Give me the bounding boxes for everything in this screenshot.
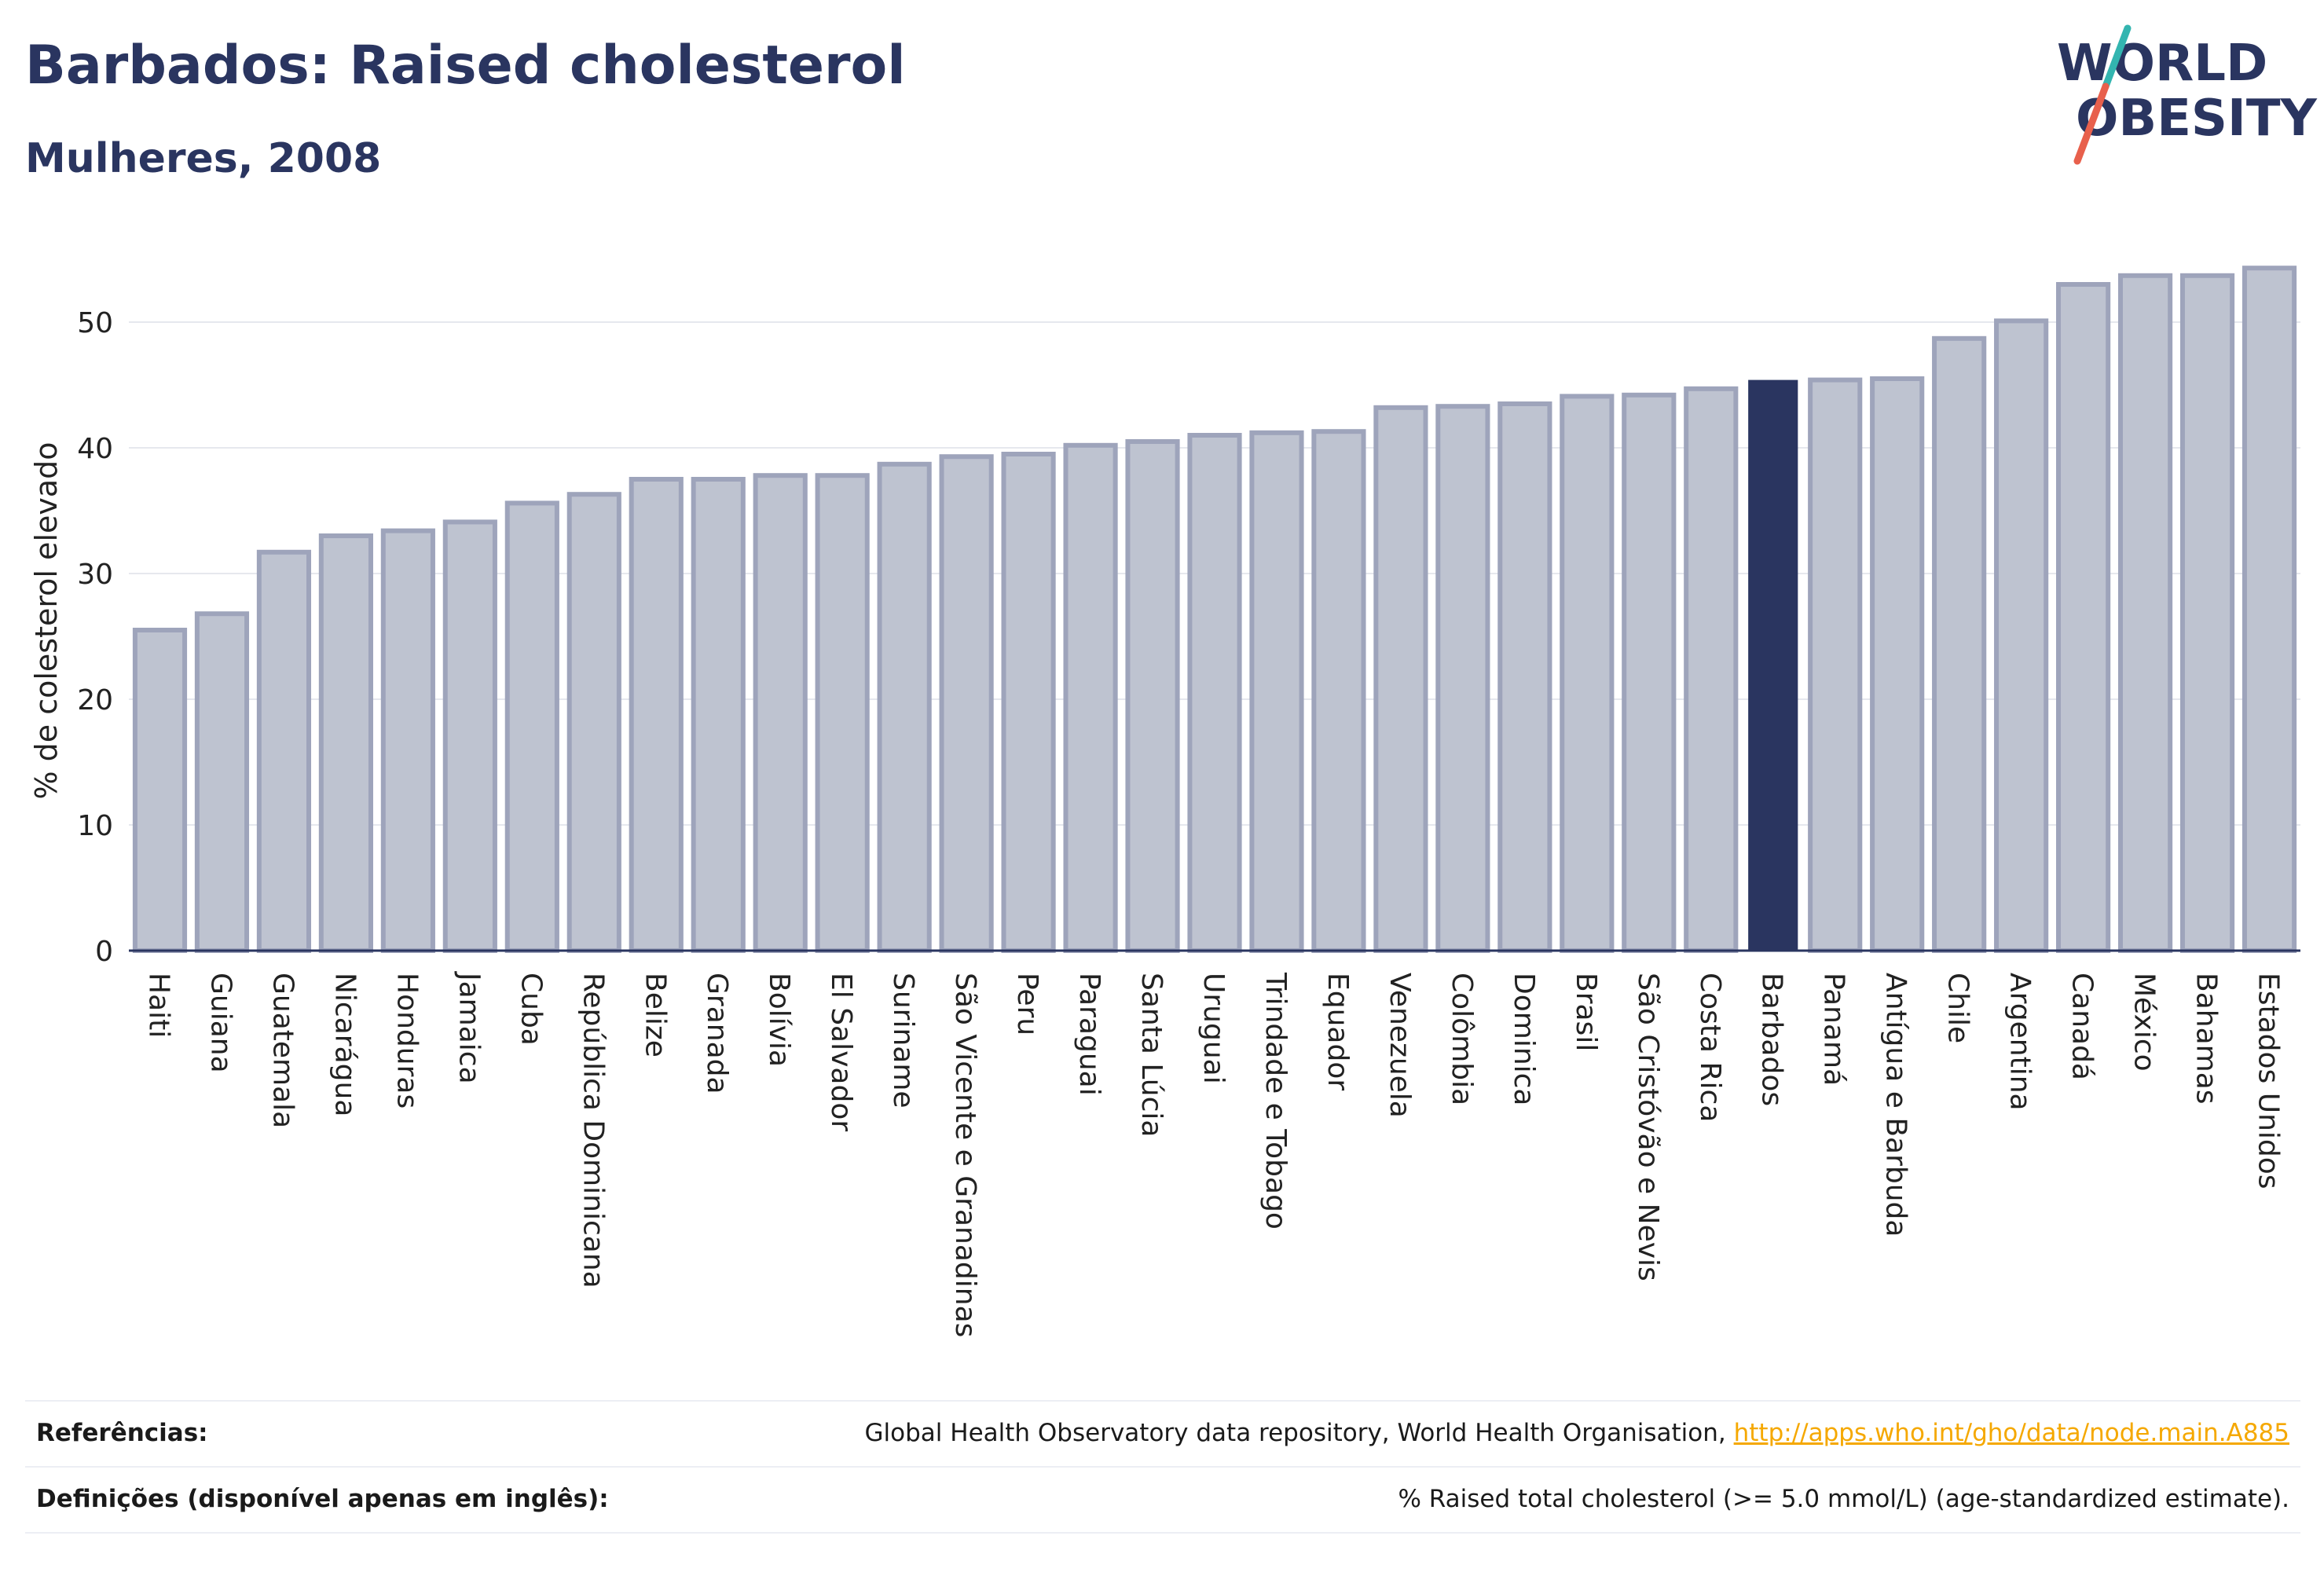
definitions-row: Definições (disponível apenas em inglês)… <box>25 1468 2300 1530</box>
y-tick-label: 40 <box>77 433 113 465</box>
bar-barbados <box>1748 379 1798 951</box>
x-tick-label: República Dominicana <box>577 973 609 1288</box>
bar-estados-unidos <box>2242 266 2297 953</box>
x-tick-label: Costa Rica <box>1694 973 1726 1122</box>
bar-costa-rica <box>1684 386 1739 953</box>
x-tick-label: Jamaica <box>453 971 485 1084</box>
bar-panama <box>1808 377 1863 954</box>
x-tick-label: Estados Unidos <box>2253 973 2285 1189</box>
x-tick-label: Brasil <box>1570 973 1602 1051</box>
x-tick-label: Bolívia <box>763 973 795 1067</box>
x-tick-label: Canadá <box>2066 973 2099 1080</box>
x-tick-label: Cuba <box>515 973 547 1046</box>
bar-bolivia <box>753 473 808 953</box>
x-tick-label: Honduras <box>390 973 423 1109</box>
bar-uruguai <box>1187 433 1242 953</box>
definitions-label: Definições (disponível apenas em inglês)… <box>36 1485 609 1513</box>
bar-suriname <box>877 461 932 953</box>
bar-honduras <box>380 528 435 953</box>
bar-chart: 0 10 20 30 40 50 % de colesterol elevado Haiti G… <box>29 266 2300 1337</box>
footer-rule-middle <box>25 1466 2300 1468</box>
y-tick-label: 10 <box>77 810 113 842</box>
bar-cuba <box>504 500 559 953</box>
x-tick-label: Guiana <box>204 973 236 1073</box>
x-tick-label: Panamá <box>1818 973 1850 1086</box>
chart-title: Barbados: Raised cholesterol <box>25 35 906 97</box>
x-tick-label: Granada <box>701 973 733 1094</box>
references-row: Referências: Global Health Observatory d… <box>25 1402 2300 1464</box>
bar-nicaragua <box>318 533 373 953</box>
x-tick-label: Colômbia <box>1446 973 1478 1105</box>
chart-subtitle: Mulheres, 2008 <box>25 135 382 182</box>
x-tick-label: Argentina <box>2004 973 2036 1111</box>
y-tick-label: 0 <box>95 936 113 968</box>
references-link[interactable]: http://apps.who.int/gho/data/node.main.A… <box>1733 1419 2289 1447</box>
references-value: Global Health Observatory data repositor… <box>865 1419 2300 1447</box>
x-tick-label: Venezuela <box>1384 973 1416 1118</box>
y-tick-label: 30 <box>77 559 113 591</box>
x-tick-label: Suriname <box>887 973 919 1109</box>
footer-rule-top <box>25 1400 2300 1402</box>
references-label: Referências: <box>36 1419 208 1447</box>
x-tick-label: Santa Lúcia <box>1135 973 1167 1137</box>
bar-sao-vicente-e-granadinas <box>939 454 994 953</box>
x-tick-label: Guatemala <box>266 973 299 1128</box>
bar-argentina <box>1994 318 2049 953</box>
x-tick-label: São Cristóvão e Nevis <box>1632 973 1664 1281</box>
bar-el-salvador <box>815 473 870 953</box>
bar-guiana <box>194 611 250 953</box>
bar-brasil <box>1560 394 1615 953</box>
x-tick-label: Haiti <box>142 973 174 1038</box>
bar-santa-lucia <box>1125 439 1180 953</box>
bar-mexico <box>2117 273 2173 953</box>
logo-line-2: OBESITY <box>2076 90 2317 148</box>
bar-paraguai <box>1063 442 1118 953</box>
x-tick-label: Peru <box>1011 973 1043 1035</box>
bar-guatemala <box>256 549 312 953</box>
bar-canada <box>2056 282 2111 953</box>
y-tick-label: 50 <box>77 307 113 339</box>
x-tick-label: Trindade e Tobago <box>1259 972 1292 1230</box>
bar-granada <box>691 477 746 953</box>
logo-slash-top <box>2102 24 2132 90</box>
bar-republica-dominicana <box>566 492 621 953</box>
x-tick-label: Paraguai <box>1073 973 1105 1096</box>
world-obesity-logo: WORLD OBESITY <box>2057 24 2317 165</box>
y-axis-label: % de colesterol elevado <box>29 442 64 799</box>
y-tick-label: 20 <box>77 684 113 717</box>
footer: Referências: Global Health Observatory d… <box>25 1400 2300 1541</box>
x-tick-label: Dominica <box>1508 973 1540 1106</box>
bar-sao-cristovao-e-nevis <box>1622 392 1677 953</box>
definitions-text: % Raised total cholesterol (>= 5.0 mmol/… <box>1398 1485 2289 1513</box>
bar-colombia <box>1435 404 1490 953</box>
x-tick-label: Equador <box>1321 973 1354 1090</box>
bar-jamaica <box>442 519 497 953</box>
logo-slash-bottom <box>2073 82 2110 165</box>
bar-antigua-e-barbuda <box>1870 376 1925 953</box>
x-tick-label: Antígua e Barbuda <box>1880 973 1912 1237</box>
logo-line-1: WORLD <box>2057 35 2267 93</box>
x-tick-label: Barbados <box>1756 973 1788 1106</box>
x-tick-label: São Vicente e Granadinas <box>949 973 981 1337</box>
x-tick-label: Chile <box>1942 973 1974 1043</box>
x-tick-label: Uruguai <box>1197 973 1230 1084</box>
bar-equador <box>1311 429 1366 953</box>
bar-belize <box>629 477 684 953</box>
bar-bahamas <box>2179 273 2235 953</box>
bar-haiti <box>132 628 188 953</box>
footer-rule-bottom <box>25 1532 2300 1534</box>
x-tick-label: México <box>2128 973 2161 1072</box>
bar-chile <box>1932 335 1987 953</box>
references-text: Global Health Observatory data repositor… <box>864 1419 1726 1447</box>
x-tick-label: Bahamas <box>2190 973 2223 1105</box>
bar-peru <box>1001 452 1056 953</box>
bar-dominica <box>1497 401 1552 953</box>
x-tick-label: Belize <box>639 973 671 1057</box>
x-tick-label: El Salvador <box>825 973 857 1131</box>
x-tick-label: Nicarágua <box>328 973 361 1116</box>
bar-trindade-e-tobago <box>1249 430 1304 953</box>
bar-venezuela <box>1373 405 1428 953</box>
